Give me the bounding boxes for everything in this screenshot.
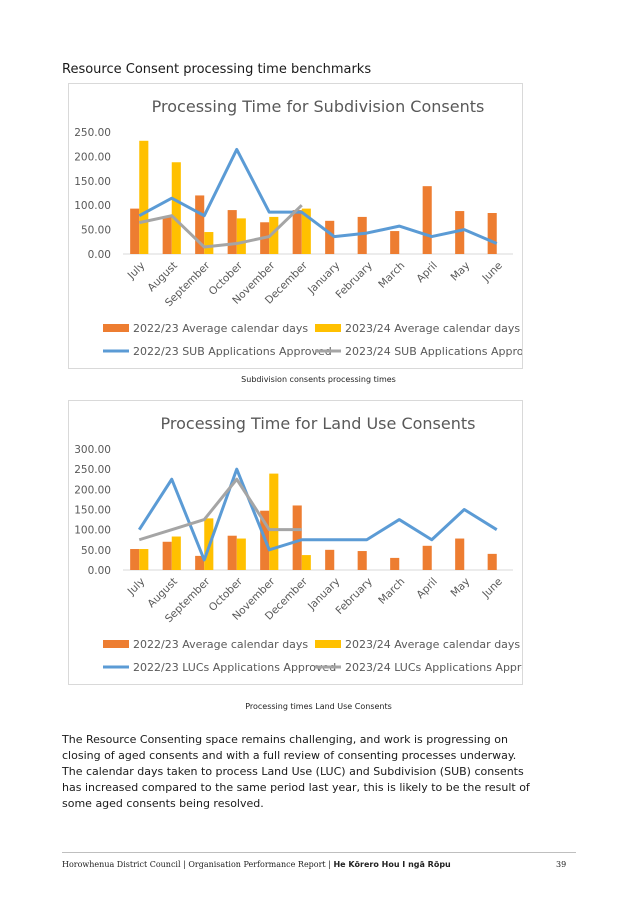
y-axis-tick-label: 200.00 [74,151,111,163]
bar [195,195,205,254]
bar [325,220,335,254]
bar [390,231,400,254]
chart-title: Processing Time for Subdivision Consents [152,97,485,116]
bar [455,538,465,570]
legend-label: 2023/24 Average calendar days [345,638,520,651]
y-axis-tick-label: 250.00 [74,464,111,476]
subdivision-chart: Processing Time for Subdivision Consents… [68,83,523,369]
bar [455,211,465,254]
footer-text: Horowhenua District Council | Organisati… [62,860,451,869]
x-axis-tick-label: June [480,576,505,601]
bar [130,208,140,254]
y-axis-tick-label: 0.00 [88,565,111,577]
bar [171,536,181,570]
legend-swatch [103,640,129,648]
bar [139,549,149,570]
bar [236,538,246,570]
legend-label: 2023/24 Average calendar days [345,322,520,335]
bar [269,473,279,570]
y-axis-tick-label: 300.00 [74,444,111,456]
legend-label: 2022/23 LUCs Applications Approved [133,661,336,674]
landuse-chart-svg: Processing Time for Land Use Consents 300… [74,414,522,674]
bar [487,213,497,254]
footer-divider [62,852,576,853]
bar [325,549,335,570]
x-axis-tick-label: May [449,260,473,284]
y-axis-tick-label: 50.00 [81,545,111,557]
x-axis-tick-label: July [125,260,148,283]
bar [227,210,237,254]
bar [292,505,302,570]
y-axis-tick-label: 150.00 [74,505,111,517]
series-line [137,467,498,562]
bar [130,549,140,570]
landuse-chart-caption: Processing times Land Use Consents [245,702,392,711]
series-line [138,204,303,249]
legend-label: 2022/23 SUB Applications Approved [133,345,332,358]
legend-swatch [315,640,341,648]
bar [162,541,172,570]
y-axis-tick-label: 200.00 [74,484,111,496]
legend-swatch [103,324,129,332]
legend-label: 2023/24 SUB Applications Approved [345,345,522,358]
bar [301,555,311,570]
bar [171,162,181,254]
page-number: 39 [556,860,567,869]
bar [487,553,497,570]
y-axis-tick-label: 50.00 [81,225,111,237]
x-axis-tick-label: July [125,576,148,599]
landuse-chart: Processing Time for Land Use Consents 300… [68,400,523,685]
footer-report-title: He Kōrero Hou I ngā Rōpu [333,860,451,869]
x-axis-tick-label: April [414,260,439,285]
bar [301,208,311,254]
bar [139,140,149,254]
y-axis-tick-label: 100.00 [74,525,111,537]
bar [422,545,432,570]
bar [357,216,367,254]
y-axis-tick-label: 250.00 [74,127,111,139]
bar [227,535,237,570]
legend-label: 2022/23 Average calendar days [133,638,308,651]
x-axis-tick-label: June [480,260,505,285]
legend-swatch [315,324,341,332]
bar [236,218,246,254]
paragraph-consenting-space: The Resource Consenting space remains ch… [62,733,517,762]
subdivision-chart-svg: Processing Time for Subdivision Consents… [74,97,522,358]
y-axis-tick-label: 150.00 [74,176,111,188]
bar [292,210,302,254]
bar [357,551,367,570]
bar [195,555,205,570]
bar [390,557,400,570]
legend-label: 2022/23 Average calendar days [133,322,308,335]
x-axis-tick-label: May [449,576,473,600]
bar [162,216,172,254]
x-axis-tick-label: March [376,260,407,291]
x-axis-tick-label: April [414,576,439,601]
bar [269,216,279,254]
y-axis-tick-label: 0.00 [88,249,111,261]
x-axis-tick-label: March [376,576,407,607]
legend-label: 2023/24 LUCs Applications Approved [345,661,522,674]
subdivision-chart-caption: Subdivision consents processing times [241,375,396,384]
y-axis-tick-label: 100.00 [74,200,111,212]
section-heading: Resource Consent processing time benchma… [62,62,372,77]
chart-title: Processing Time for Land Use Consents [161,414,476,433]
bar [204,232,214,254]
paragraph-calendar-days: The calendar days taken to process Land … [62,765,530,810]
series-line [138,147,498,245]
footer-org: Horowhenua District Council | Organisati… [62,860,334,869]
series-line [138,477,302,542]
bar [422,186,432,254]
